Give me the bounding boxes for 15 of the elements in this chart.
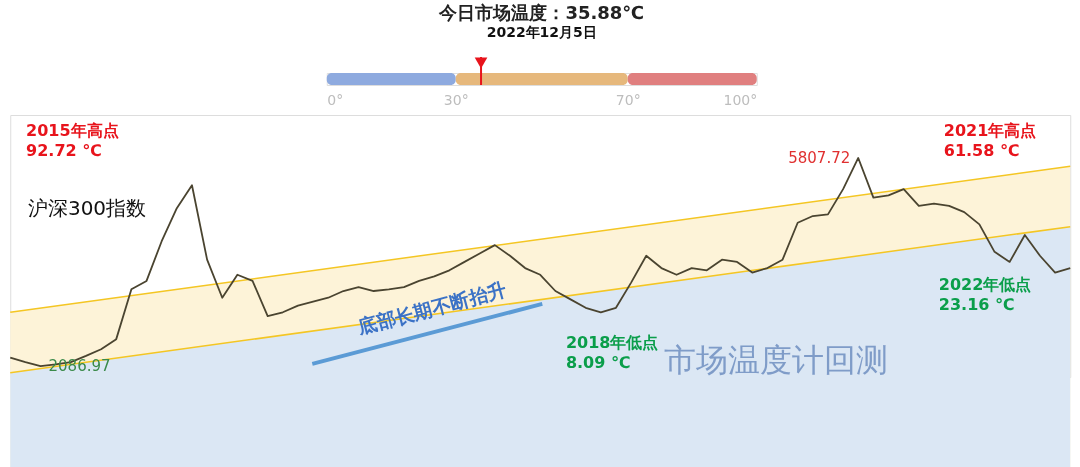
chart-subtitle: 2022年12月5日 xyxy=(486,24,597,40)
annotation: 2015年高点 92.72 ℃ xyxy=(26,120,119,160)
annotation: 2018年低点 8.09 ℃ xyxy=(565,333,659,373)
series-label: 沪深300指数 xyxy=(27,196,147,221)
x-tick-label: 30° xyxy=(443,91,469,108)
annotation: 2022年低点 23.16 ℃ xyxy=(938,275,1032,315)
x-tick-label: 0° xyxy=(327,91,344,108)
data-label: 2086.97 xyxy=(48,357,111,376)
annotation: 市场温度计回测 xyxy=(663,341,888,380)
annotation: 底部长期不断抬升 xyxy=(354,277,509,339)
chart-title: 今日市场温度：35.88℃ xyxy=(438,2,645,23)
annotation: 2021年高点 61.58 ℃ xyxy=(943,120,1037,160)
data-label: 5807.72 xyxy=(788,148,851,167)
x-tick-label: 100° xyxy=(723,91,758,108)
x-tick-label: 70° xyxy=(615,91,641,108)
